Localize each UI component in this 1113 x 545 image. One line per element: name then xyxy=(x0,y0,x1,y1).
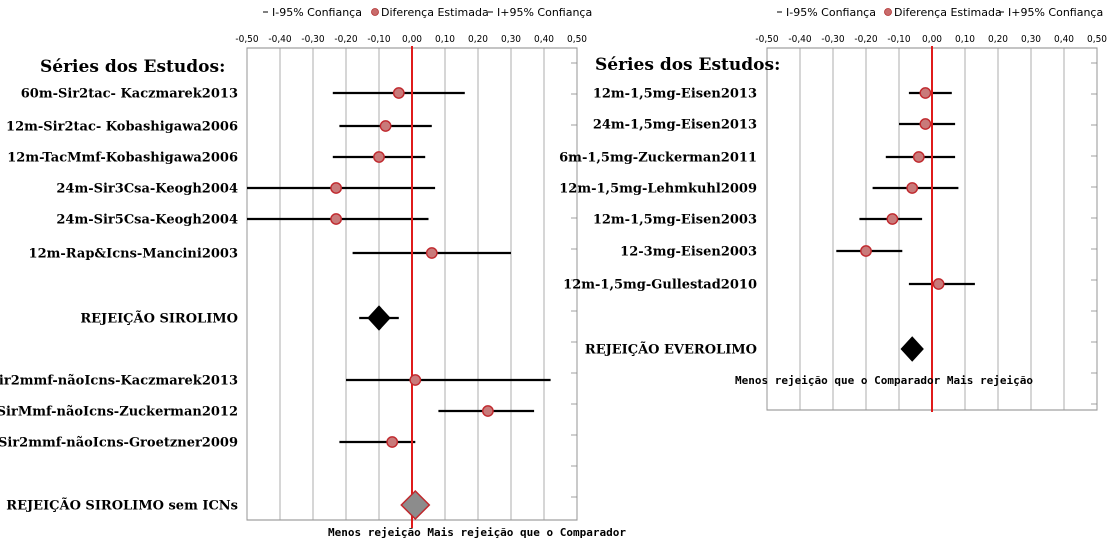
x-tick-label: 0,10 xyxy=(435,34,455,45)
x-tick-label: -0,40 xyxy=(268,34,292,45)
estimate-point xyxy=(860,245,872,257)
study-label: 12m-1,5mg-Eisen2013 xyxy=(593,87,757,102)
chart-title: Séries dos Estudos: xyxy=(40,57,225,77)
summary-label: REJEIÇÃO SIROLIMO xyxy=(80,311,238,327)
estimate-point xyxy=(932,278,945,290)
legend-entry: I-95% Confiança xyxy=(272,6,362,19)
study-label: 12-3mg-Eisen2003 xyxy=(620,245,757,260)
x-tick-label: 0,40 xyxy=(1054,34,1074,45)
direction-annotation: Menos rejeição que o Comparador Mais rej… xyxy=(735,374,1033,387)
x-tick-label: 0,50 xyxy=(1087,34,1107,45)
study-label: 12m-Sir2tac- Kobashigawa2006 xyxy=(6,120,238,135)
x-tick-label: 0,00 xyxy=(922,34,942,45)
estimate-point xyxy=(906,182,919,194)
legend-marker-estimate xyxy=(884,8,892,16)
estimate-point xyxy=(425,247,438,259)
x-tick-label: 0,20 xyxy=(988,34,1008,45)
estimate-point xyxy=(330,213,342,225)
study-label: 24m-Sir3Csa-Keogh2004 xyxy=(56,182,238,197)
x-tick-label: 0,20 xyxy=(468,34,488,45)
legend-entry: I+95% Confiança xyxy=(1008,6,1103,19)
x-tick-label: -0,10 xyxy=(887,34,911,45)
chart-title: Séries dos Estudos: xyxy=(595,55,780,75)
x-tick-label: 0,30 xyxy=(1021,34,1041,45)
legend-entry: I+95% Confiança xyxy=(497,6,592,19)
estimate-point xyxy=(912,151,925,163)
x-tick-label: -0,20 xyxy=(334,34,358,45)
summary-label: REJEIÇÃO EVEROLIMO xyxy=(585,342,757,358)
estimate-point xyxy=(886,213,899,225)
x-tick-label: 0,30 xyxy=(501,34,521,45)
summary-diamond xyxy=(367,305,391,331)
x-tick-label: -0,10 xyxy=(367,34,391,45)
estimate-point xyxy=(409,374,422,386)
estimate-point xyxy=(379,120,392,132)
estimate-point xyxy=(919,118,932,130)
summary-label: REJEIÇÃO SIROLIMO sem ICNs xyxy=(6,498,238,514)
study-label: 12m-TacMmf-Kobashigawa2006 xyxy=(7,151,238,166)
estimate-point xyxy=(392,87,405,99)
study-label: 12m-1,5mg-Lehmkuhl2009 xyxy=(559,182,757,197)
estimate-point xyxy=(373,151,385,163)
x-tick-label: -0,20 xyxy=(854,34,878,45)
study-label: 60m-Sir2mmf-nãoIcns-Kaczmarek2013 xyxy=(0,374,238,389)
forest-plot-sirolimo: -0,50 -0,40 -0,30 -0,20 -0,10 0,00 0,10 0,20 0,3… xyxy=(0,6,626,539)
study-label: 24m-1,5mg-Eisen2013 xyxy=(593,118,757,133)
x-tick-label: -0,30 xyxy=(821,34,845,45)
x-tick-label: 0,50 xyxy=(567,34,587,45)
x-tick-label: -0,40 xyxy=(788,34,812,45)
study-label: 12m-1,5mg-Gullestad2010 xyxy=(563,278,757,293)
x-tick-label: 0,40 xyxy=(534,34,554,45)
x-tick-label: 0,10 xyxy=(955,34,975,45)
estimate-point xyxy=(330,182,342,194)
estimate-point xyxy=(919,87,932,99)
study-label: 12m-1,5mg-Eisen2003 xyxy=(593,213,757,228)
estimate-point xyxy=(386,436,399,448)
study-label: 12m-Rap&Icns-Mancini2003 xyxy=(29,247,238,262)
x-tick-label: -0,50 xyxy=(755,34,779,45)
study-label: 18m-Sir2mmf-nãoIcns-Groetzner2009 xyxy=(0,436,238,451)
x-tick-label: -0,30 xyxy=(301,34,325,45)
direction-annotation: Menos rejeição Mais rejeição que o Compa… xyxy=(328,526,626,539)
estimate-point xyxy=(481,405,494,417)
summary-diamond xyxy=(400,489,431,521)
summary-diamond xyxy=(900,336,924,362)
legend-entry: I-95% Confiança xyxy=(786,6,876,19)
forest-plot-everolimo: -0,50 -0,40 -0,30 -0,20 -0,10 0,00 0,10 0,20 0,3… xyxy=(559,6,1107,412)
x-tick-label: 0,00 xyxy=(402,34,422,45)
legend-marker-estimate xyxy=(371,8,379,16)
legend-entry: Diferença Estimada xyxy=(894,6,1002,19)
study-label: 12m-SirMmf-nãoIcns-Zuckerman2012 xyxy=(0,405,238,420)
x-tick-label: -0,50 xyxy=(235,34,259,45)
study-label: 24m-Sir5Csa-Keogh2004 xyxy=(56,213,238,228)
study-label: 6m-1,5mg-Zuckerman2011 xyxy=(559,151,757,166)
legend-entry: Diferença Estimada xyxy=(381,6,489,19)
study-label: 60m-Sir2tac- Kaczmarek2013 xyxy=(21,87,238,102)
